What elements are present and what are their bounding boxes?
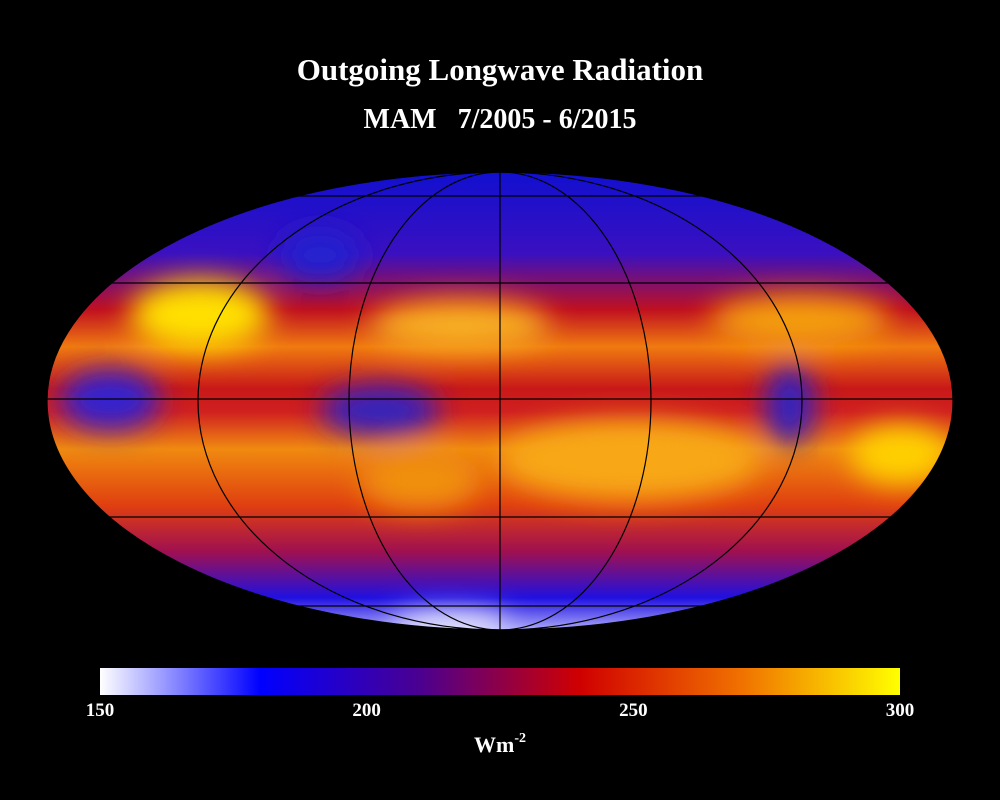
title: Outgoing Longwave Radiation — [297, 52, 704, 87]
colorbar-tick-label: 300 — [886, 700, 915, 721]
subtitle: MAM 7/2005 - 6/2015 — [364, 104, 637, 135]
unit-exponent: -2 — [514, 731, 526, 746]
colorbar-tick-label: 250 — [619, 700, 648, 721]
colorbar-tick-label: 200 — [352, 700, 381, 721]
colorbar-tick-label: 150 — [86, 700, 115, 721]
unit-label: Wm-2 — [474, 731, 526, 757]
colorbar — [100, 668, 900, 695]
unit-base: Wm — [474, 732, 514, 757]
graticule — [46, 171, 954, 631]
